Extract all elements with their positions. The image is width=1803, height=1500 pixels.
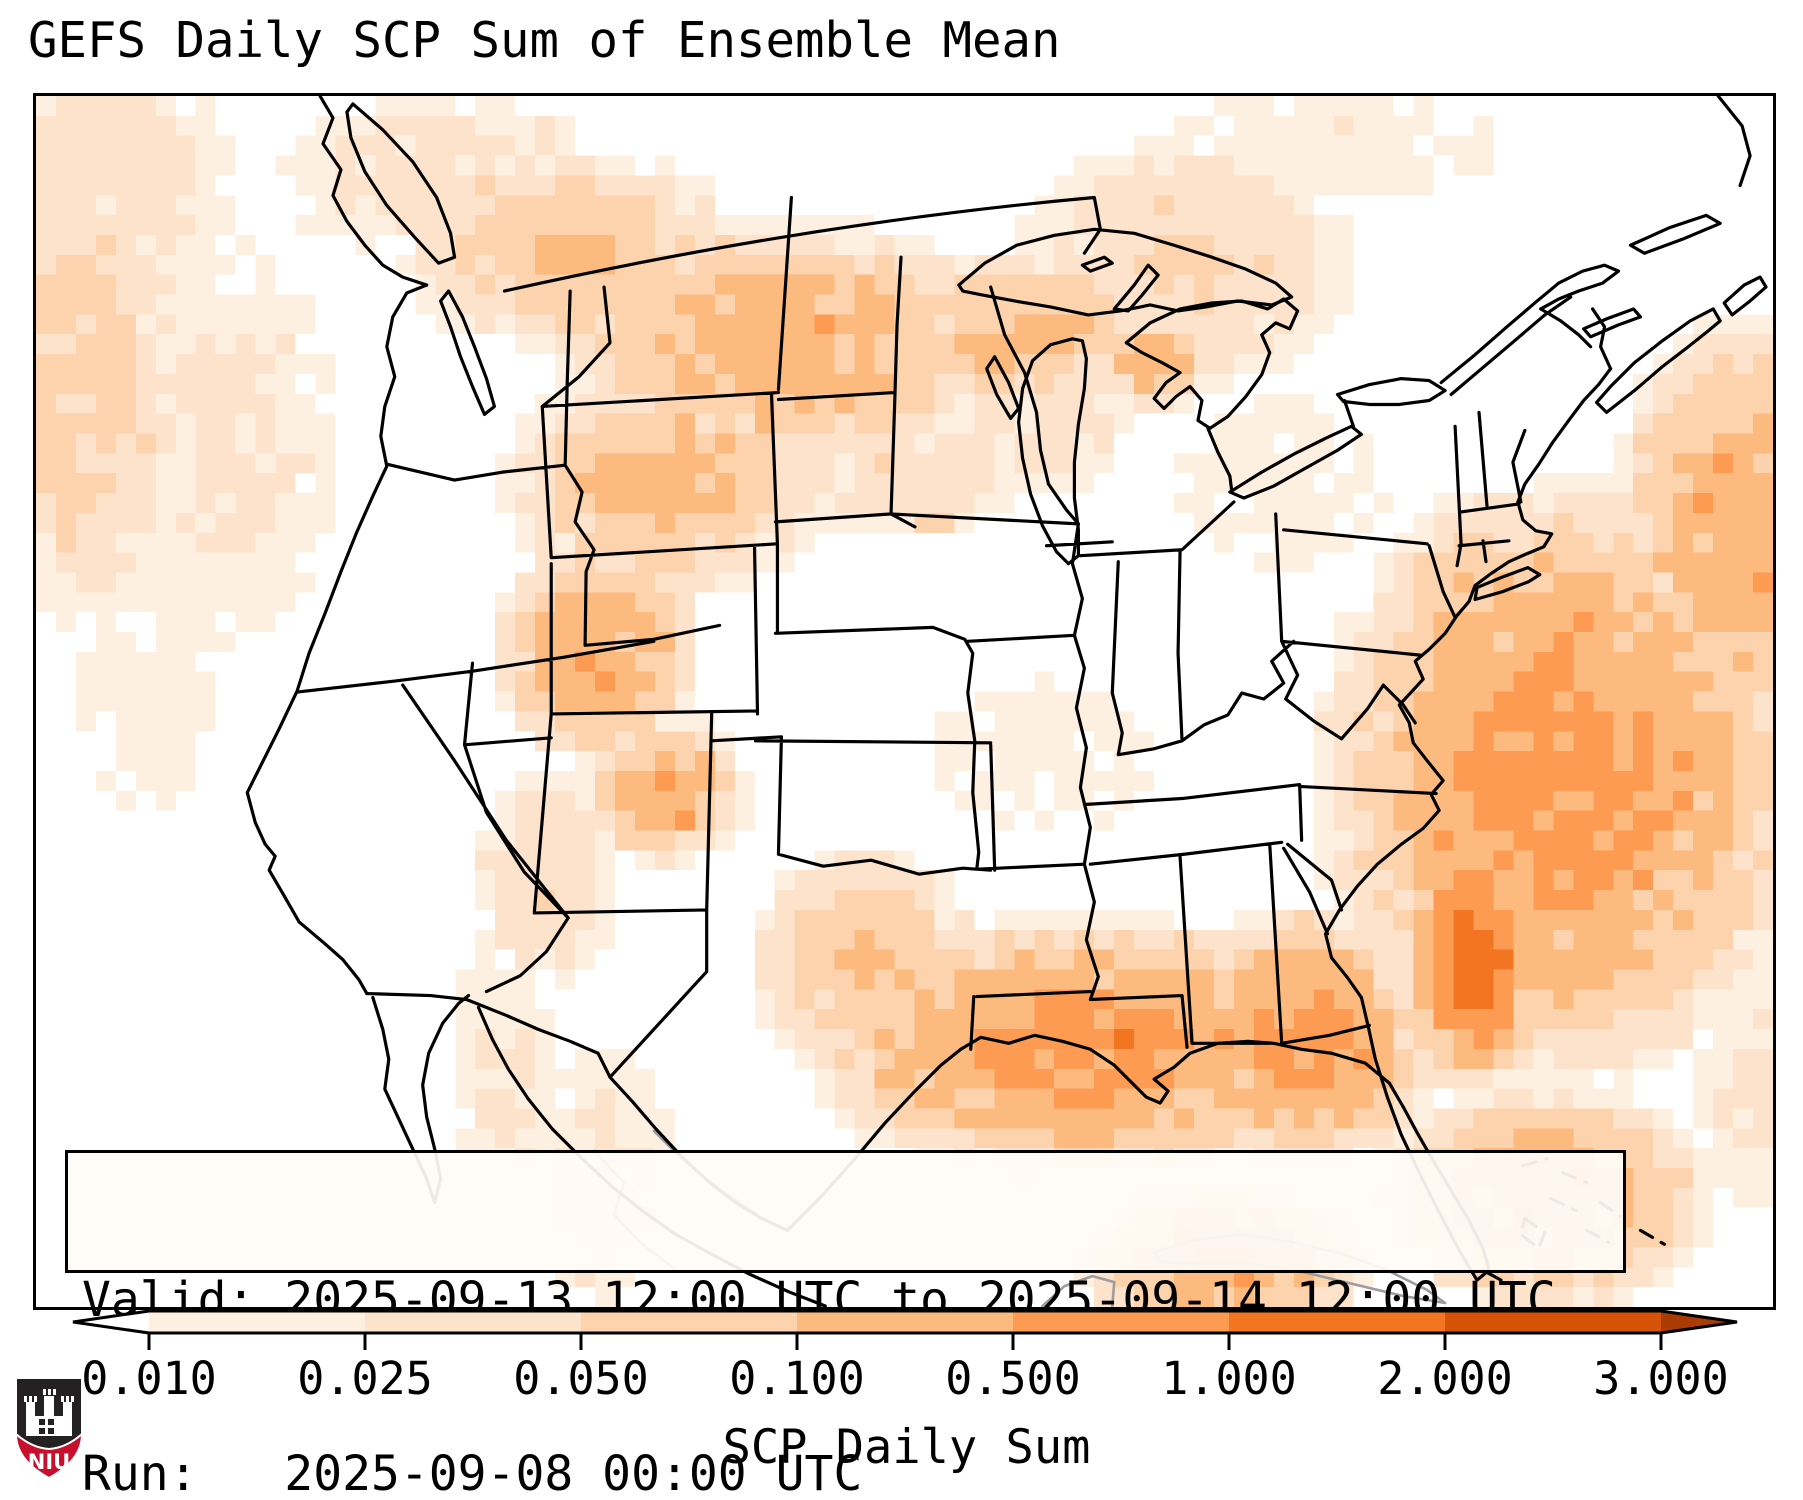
plot-title: GEFS Daily SCP Sum of Ensemble Mean [28, 12, 1061, 69]
castle-windows [39, 1419, 54, 1434]
colorbar-tick-label: 0.500 [945, 1352, 1081, 1405]
colorbar-tick-label: 3.000 [1593, 1352, 1729, 1405]
colorbar [72, 1309, 1738, 1350]
colorbar-axis-label: SCP Daily Sum [722, 1420, 1091, 1475]
colorbar-segment [365, 1311, 581, 1333]
colorbar-tick-label: 1.000 [1161, 1352, 1297, 1405]
niu-logo: NIU [14, 1377, 84, 1480]
colorbar-tick-label: 0.050 [513, 1352, 649, 1405]
colorbar-segment [1229, 1311, 1445, 1333]
colorbar-segment [149, 1311, 365, 1333]
state-borders [295, 195, 1527, 1079]
colorbar-tick-label: 0.100 [729, 1352, 865, 1405]
scp-heatmap-canvas [36, 96, 1773, 1307]
canada-border [502, 195, 1102, 293]
coastlines [245, 96, 1768, 1307]
niu-logo-text: NIU [28, 1450, 70, 1474]
validity-info-box: Valid: 2025-09-13 12:00 UTC to 2025-09-1… [65, 1150, 1626, 1500]
map-outlines [245, 96, 1768, 1307]
colorbar-segment [797, 1311, 1013, 1333]
colorbar-segment [1445, 1311, 1661, 1333]
colorbar-under-arrow [73, 1311, 149, 1333]
colorbar-tick-label: 0.025 [297, 1352, 433, 1405]
colorbar-segment [581, 1311, 797, 1333]
colorbar-segment [1013, 1311, 1229, 1333]
colorbar-tick-label: 2.000 [1377, 1352, 1513, 1405]
niu-shield-band [14, 1431, 84, 1480]
colorbar-over-arrow [1661, 1311, 1737, 1333]
run-time-line: Run: 2025-09-08 00:00 UTC [82, 1446, 863, 1500]
great-lakes-outlines [957, 227, 1447, 566]
map-frame: Valid: 2025-09-13 12:00 UTC to 2025-09-1… [33, 93, 1776, 1500]
colorbar-tick-label: 0.010 [81, 1352, 217, 1405]
